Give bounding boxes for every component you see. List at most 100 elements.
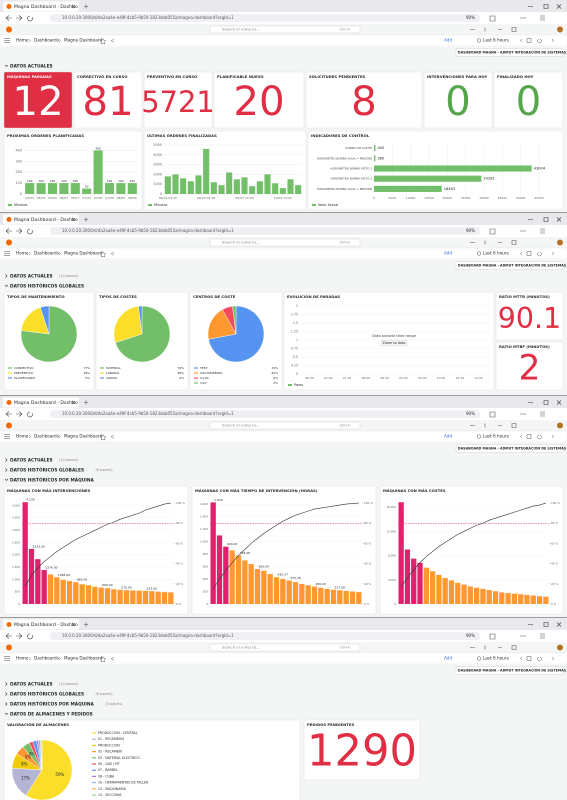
- row-chevron[interactable]: [4, 64, 9, 67]
- tab-close[interactable]: [71, 217, 88, 222]
- time-controls[interactable]: [520, 434, 554, 440]
- search-box[interactable]: [209, 643, 361, 652]
- add-button[interactable]: Add: [444, 38, 452, 43]
- breadcrumb-item[interactable]: Magna Dashboard: [64, 656, 102, 661]
- breadcrumb-item[interactable]: Dashboards: [34, 434, 59, 439]
- breadcrumb-item[interactable]: Dashboards: [34, 656, 59, 661]
- header-icons[interactable]: [470, 423, 517, 428]
- time-range[interactable]: Last 6 hours: [483, 38, 509, 43]
- row-title[interactable]: DATOS HISTÓRICOS POR MÁQUINA: [10, 477, 94, 484]
- star-share[interactable]: [99, 37, 115, 45]
- breadcrumb-item[interactable]: Magna Dashboard: [64, 434, 102, 439]
- time-controls[interactable]: [520, 38, 554, 44]
- row-chevron[interactable]: [4, 284, 9, 287]
- time-controls[interactable]: [520, 251, 554, 257]
- tab-title[interactable]: Magna Dashboard - Dashbo: [14, 4, 78, 10]
- dashboard-link-text[interactable]: DASHBOARD MAGNA - ADMUT INTEGRACIÓN DE S…: [458, 446, 567, 451]
- tab-close[interactable]: [71, 400, 88, 405]
- star-share[interactable]: [99, 250, 115, 258]
- breadcrumb-item[interactable]: Magna Dashboard: [64, 251, 102, 256]
- nav-buttons[interactable]: [5, 633, 33, 640]
- breadcrumb-item[interactable]: Home: [16, 38, 29, 43]
- url-bar[interactable]: [50, 410, 480, 418]
- dashboard-link-text[interactable]: DASHBOARD MAGNA - ADMUT INTEGRACIÓN DE S…: [458, 50, 567, 55]
- row-chevron[interactable]: [4, 478, 9, 481]
- avatar[interactable]: [557, 239, 563, 246]
- row-chevron[interactable]: [5, 458, 8, 462]
- star-share[interactable]: [99, 433, 115, 441]
- dashboard-link-text[interactable]: DASHBOARD MAGNA - ADMUT INTEGRACIÓN DE S…: [458, 263, 567, 268]
- header-icons[interactable]: [470, 240, 517, 245]
- tab-title[interactable]: Magna Dashboard - Dashbo: [14, 217, 78, 223]
- zoom-button[interactable]: [380, 339, 408, 347]
- breadcrumb-item[interactable]: Magna Dashboard: [64, 38, 102, 43]
- nav-buttons[interactable]: [5, 15, 33, 22]
- add-button[interactable]: Add: [444, 251, 452, 256]
- row-chevron[interactable]: [4, 712, 9, 715]
- time-controls[interactable]: [520, 656, 554, 662]
- tab-close[interactable]: [71, 4, 88, 9]
- toolbar-icons[interactable]: [489, 15, 545, 22]
- breadcrumb-item[interactable]: Home: [16, 251, 29, 256]
- dashboard-link[interactable]: [455, 261, 564, 270]
- avatar[interactable]: [557, 644, 563, 651]
- search-box[interactable]: [209, 421, 361, 430]
- row-title[interactable]: DATOS DE ALMACENES Y PEDIDOS: [10, 712, 93, 718]
- row-title[interactable]: DATOS HISTÓRICOS GLOBALES: [10, 467, 84, 474]
- time-range[interactable]: Last 6 hours: [483, 656, 509, 661]
- row-title[interactable]: DATOS ACTUALES: [10, 64, 53, 70]
- tab[interactable]: [3, 1, 79, 12]
- grafana-logo[interactable]: [6, 644, 12, 651]
- star-share[interactable]: [99, 655, 115, 663]
- tab[interactable]: [3, 619, 79, 630]
- nav-buttons[interactable]: [5, 228, 33, 235]
- toolbar-icons[interactable]: [489, 633, 545, 640]
- window-controls[interactable]: [528, 400, 562, 405]
- avatar[interactable]: [557, 422, 563, 429]
- window-controls[interactable]: [528, 4, 562, 9]
- row-chevron[interactable]: [5, 692, 8, 696]
- search-box[interactable]: [209, 238, 361, 247]
- window-controls[interactable]: [528, 217, 562, 222]
- grafana-logo[interactable]: [6, 26, 12, 33]
- dashboard-link[interactable]: [455, 444, 564, 453]
- url-bar[interactable]: [50, 227, 480, 235]
- header-icons[interactable]: [470, 645, 517, 650]
- row-title[interactable]: DATOS HISTÓRICOS GLOBALES: [10, 283, 84, 290]
- url-bar[interactable]: [50, 632, 480, 640]
- breadcrumb-item[interactable]: Home: [16, 434, 29, 439]
- grafana-logo[interactable]: [6, 422, 12, 429]
- row-title[interactable]: DATOS ACTUALES: [10, 274, 53, 280]
- menu-icon[interactable]: [4, 38, 10, 43]
- breadcrumb-item[interactable]: Home: [16, 656, 29, 661]
- toolbar-icons[interactable]: [489, 228, 545, 235]
- header-icons[interactable]: [470, 27, 517, 32]
- time-range[interactable]: Last 6 hours: [483, 434, 509, 439]
- dashboard-link[interactable]: [455, 666, 564, 675]
- tab[interactable]: [3, 397, 79, 408]
- add-button[interactable]: Add: [444, 434, 452, 439]
- tab-title[interactable]: Magna Dashboard - Dashbo: [14, 400, 78, 406]
- dashboard-link-text[interactable]: DASHBOARD MAGNA - ADMUT INTEGRACIÓN DE S…: [458, 668, 567, 673]
- row-chevron[interactable]: [5, 702, 8, 706]
- menu-icon[interactable]: [4, 434, 10, 439]
- toolbar-icons[interactable]: [489, 411, 545, 418]
- row-title[interactable]: DATOS HISTÓRICOS GLOBALES: [10, 691, 84, 698]
- search-box[interactable]: [209, 25, 361, 34]
- menu-icon[interactable]: [4, 656, 10, 661]
- time-range[interactable]: Last 6 hours: [483, 251, 509, 256]
- row-chevron[interactable]: [5, 274, 8, 278]
- tab-title[interactable]: Magna Dashboard - Dashbo: [14, 622, 78, 628]
- row-title[interactable]: DATOS ACTUALES: [10, 458, 53, 464]
- url-bar[interactable]: [50, 14, 480, 22]
- row-title[interactable]: DATOS ACTUALES: [10, 682, 53, 688]
- add-button[interactable]: Add: [444, 656, 452, 661]
- zoom-button-text[interactable]: Zoom to data: [383, 341, 406, 345]
- window-controls[interactable]: [528, 622, 562, 627]
- breadcrumb-item[interactable]: Dashboards: [34, 38, 59, 43]
- menu-icon[interactable]: [4, 251, 10, 256]
- tab[interactable]: [3, 214, 79, 225]
- row-chevron[interactable]: [5, 682, 8, 686]
- avatar[interactable]: [557, 26, 563, 33]
- dashboard-link[interactable]: [455, 48, 564, 57]
